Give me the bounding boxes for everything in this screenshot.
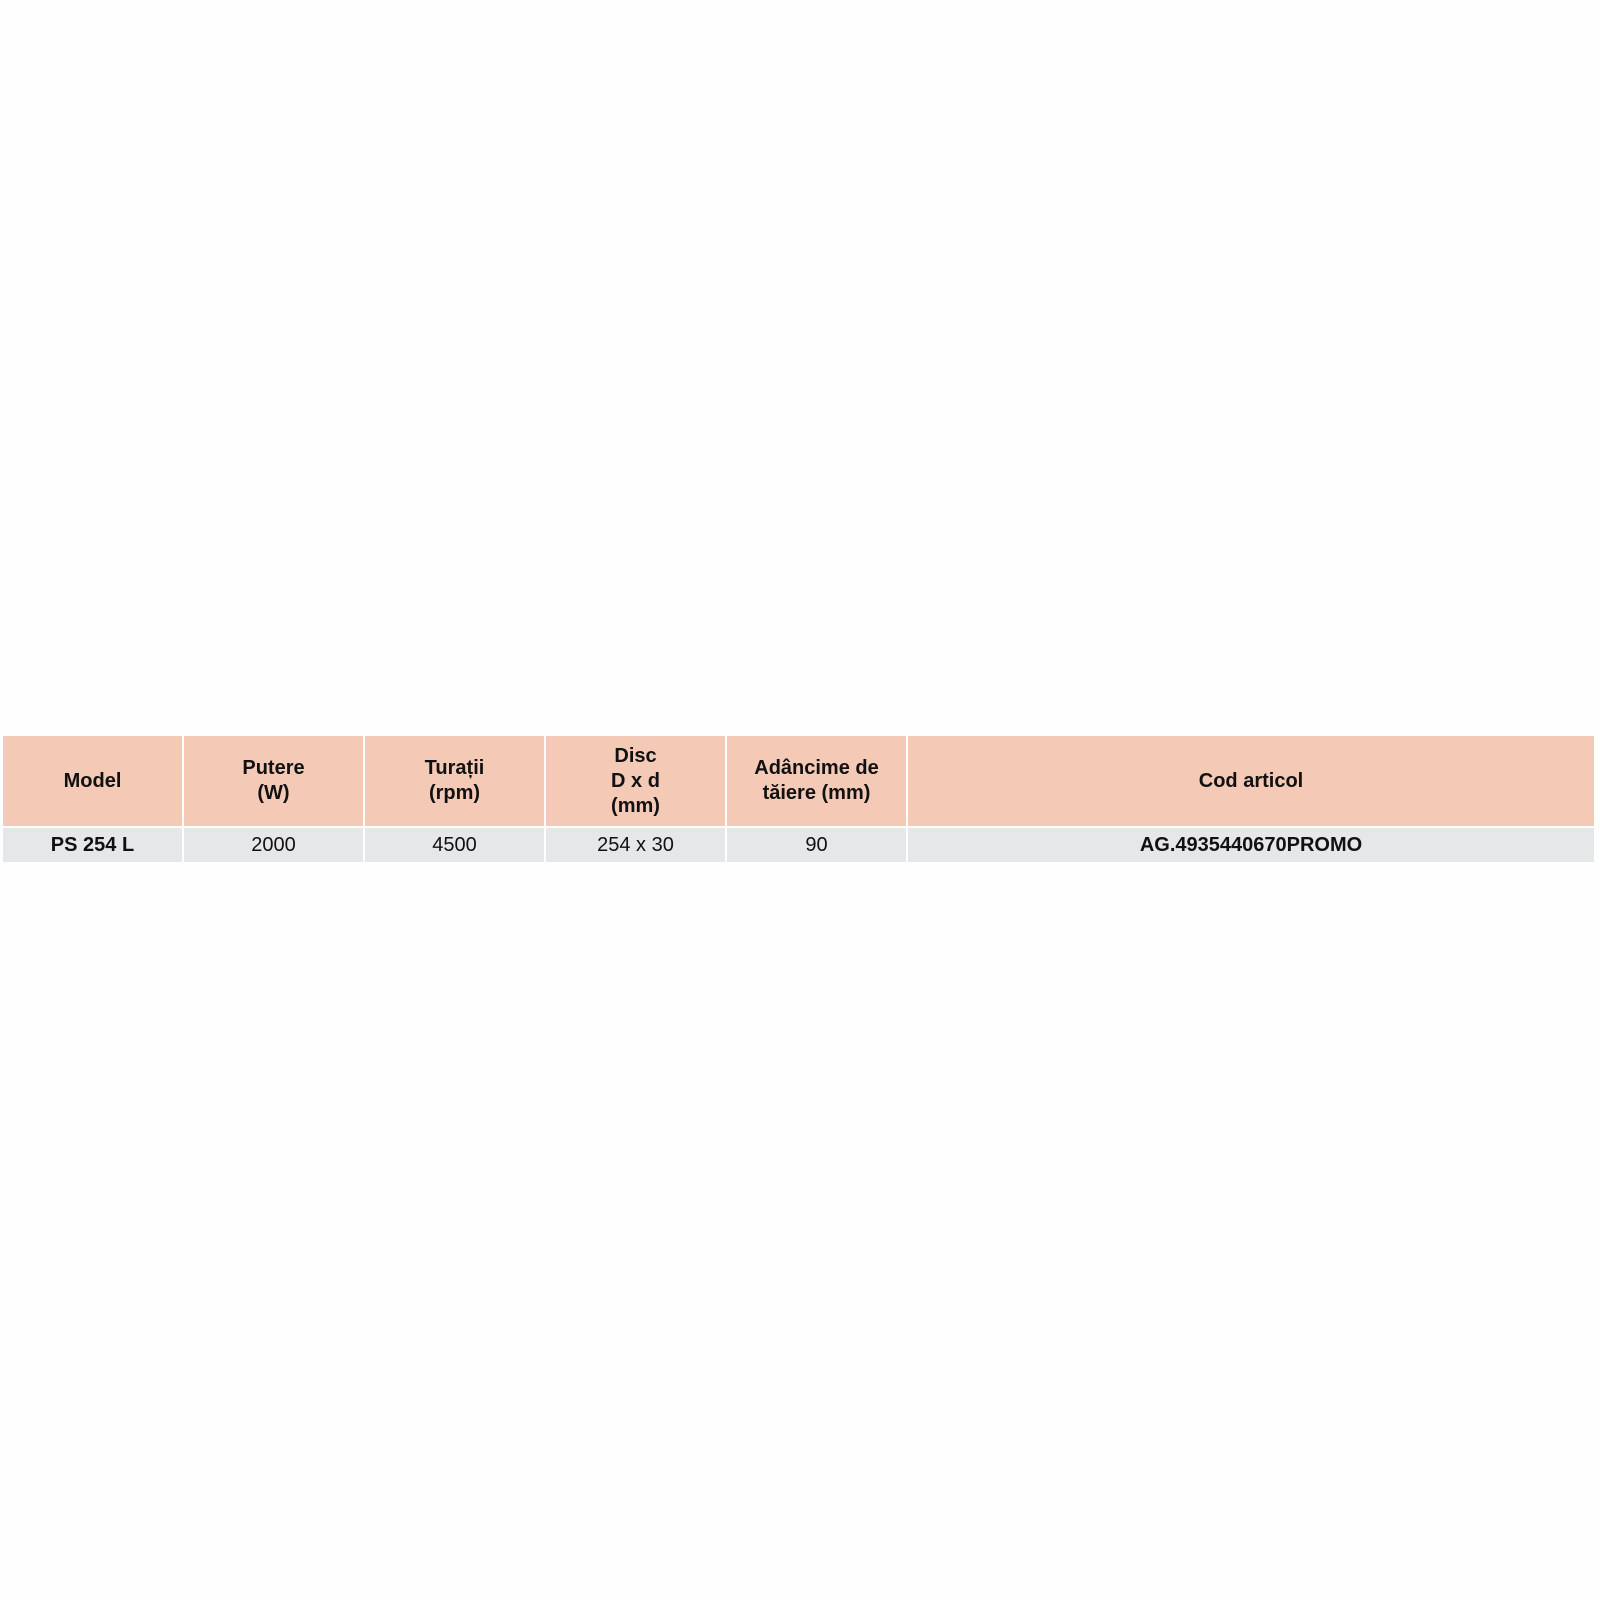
- cell-power: 2000: [184, 828, 363, 862]
- header-article-code: Cod articol: [908, 736, 1594, 826]
- cell-cut-depth: 90: [727, 828, 906, 862]
- header-disc: Disc D x d (mm): [546, 736, 725, 826]
- cell-rpm: 4500: [365, 828, 544, 862]
- header-rpm: Turații (rpm): [365, 736, 544, 826]
- cell-article-code: AG.4935440670PROMO: [908, 828, 1594, 862]
- header-text: (mm): [611, 794, 660, 817]
- header-text: Model: [63, 769, 122, 792]
- table-row: PS 254 L 2000 4500 254 x 30 90 AG.493544…: [3, 828, 1594, 862]
- header-cut-depth: Adâncime de tăiere (mm): [727, 736, 906, 826]
- header-power: Putere (W): [184, 736, 363, 826]
- header-text: (rpm): [428, 782, 481, 804]
- product-spec-table: Model Putere (W) Turații (rpm) Disc D x d (m…: [1, 734, 1596, 864]
- header-text: tăiere (mm): [762, 782, 871, 804]
- header-text: Adâncime de: [754, 757, 879, 779]
- header-text: Disc: [614, 744, 657, 767]
- header-row: Model Putere (W) Turații (rpm) Disc D x d (m…: [3, 736, 1594, 826]
- header-text: Putere: [242, 757, 305, 779]
- header-text: (W): [257, 782, 290, 804]
- cell-model: PS 254 L: [3, 828, 182, 862]
- cell-disc: 254 x 30: [546, 828, 725, 862]
- header-text: Turații: [424, 757, 485, 779]
- header-text: D x d: [611, 769, 660, 792]
- header-model: Model: [3, 736, 182, 826]
- header-text: Cod articol: [1198, 769, 1304, 792]
